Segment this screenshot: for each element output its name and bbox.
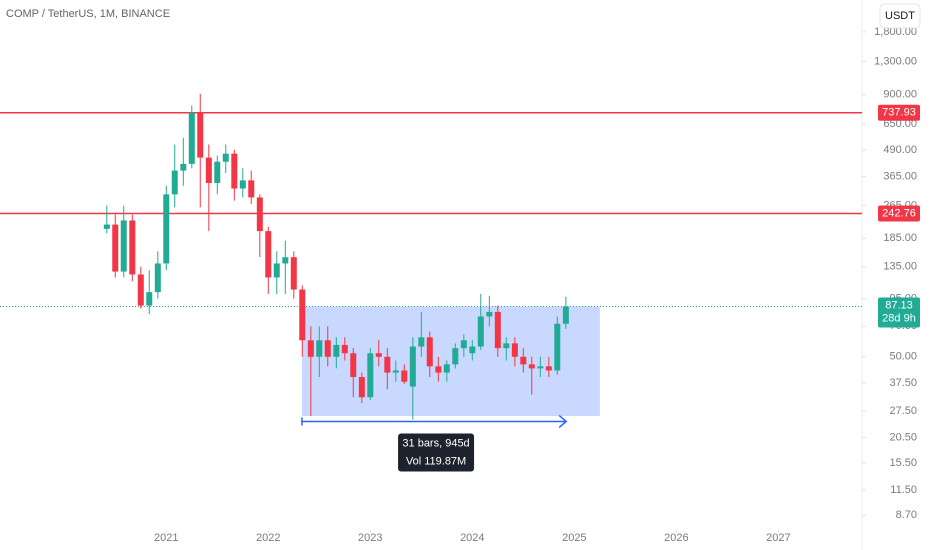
candle-body xyxy=(205,157,212,184)
measure-volume: Vol 119.87M xyxy=(406,455,466,467)
candle-body xyxy=(324,340,331,357)
y-tick-label: 135.00 xyxy=(883,261,917,273)
y-tick-label: 185.00 xyxy=(883,232,917,244)
candle-body xyxy=(316,340,323,357)
candle-body xyxy=(545,366,552,371)
x-tick-label: 2022 xyxy=(256,532,280,544)
candle-body xyxy=(214,161,221,184)
candle-body xyxy=(409,346,416,387)
measure-arrowhead xyxy=(558,414,568,429)
level-label: 737.93 xyxy=(882,107,916,119)
candle-body xyxy=(188,112,195,164)
candle-body xyxy=(120,220,127,272)
candle-body xyxy=(520,356,527,365)
candle-body xyxy=(146,292,153,306)
candle-body xyxy=(426,337,433,367)
y-tick-label: 11.50 xyxy=(890,484,917,496)
candle-body xyxy=(333,344,340,357)
candle-body xyxy=(256,197,263,232)
chart-title: COMP / TetherUS, 1M, BINANCE xyxy=(6,8,170,20)
candle-body xyxy=(222,153,229,162)
y-tick-label: 27.50 xyxy=(889,405,917,417)
x-tick-label: 2025 xyxy=(562,532,586,544)
x-tick-label: 2024 xyxy=(460,532,484,544)
y-tick-label: 900.00 xyxy=(883,89,917,101)
candle-body xyxy=(460,340,467,349)
candle-body xyxy=(350,353,357,378)
candle-body xyxy=(103,224,110,229)
currency-button[interactable] xyxy=(879,3,921,29)
y-tick-label: 15.50 xyxy=(889,457,917,469)
candle-body xyxy=(239,180,246,189)
level-label-box xyxy=(878,205,920,222)
y-tick-label: 1,800.00 xyxy=(874,26,917,38)
y-tick-label: 490.00 xyxy=(883,144,917,156)
y-tick-label: 365.00 xyxy=(883,170,917,182)
candle-body xyxy=(367,353,374,398)
x-tick-label: 2027 xyxy=(766,532,790,544)
y-tick-label: 1,300.00 xyxy=(874,55,917,67)
candle-body xyxy=(401,370,408,382)
y-tick-label: 20.50 xyxy=(889,432,917,444)
candle-body xyxy=(494,311,501,349)
candle-body xyxy=(171,170,178,195)
x-tick-label: 2021 xyxy=(154,532,178,544)
candle-body xyxy=(231,153,238,189)
candle-body xyxy=(477,316,484,347)
y-tick-label: 37.50 xyxy=(889,377,917,389)
candle-body xyxy=(443,364,450,373)
y-tick-label: 650.00 xyxy=(883,118,917,130)
candle-body xyxy=(384,356,391,373)
currency-label[interactable]: USDT xyxy=(885,10,915,22)
x-tick-label: 2026 xyxy=(664,532,688,544)
candle-body xyxy=(452,348,459,365)
candle-body xyxy=(341,344,348,354)
candle-body xyxy=(469,346,476,354)
candle-body xyxy=(129,220,136,275)
candle-body xyxy=(112,224,119,272)
level-label: 242.76 xyxy=(882,207,916,219)
last-price-label: 87.13 xyxy=(885,299,913,311)
level-label-box xyxy=(878,104,920,121)
candle-body xyxy=(154,263,161,293)
candle-body xyxy=(358,377,365,398)
main-layer xyxy=(0,93,862,420)
candle-body xyxy=(265,231,272,278)
candle-body xyxy=(163,194,170,264)
candle-body xyxy=(511,343,518,357)
candle-body xyxy=(418,337,425,347)
x-tick-label: 2023 xyxy=(358,532,382,544)
candle-body xyxy=(282,257,289,264)
candle-body xyxy=(554,323,561,371)
candle-body xyxy=(562,306,569,324)
last-price-box xyxy=(878,297,920,328)
candle-body xyxy=(290,257,297,290)
candle-body xyxy=(528,364,535,369)
y-tick-label: 50.00 xyxy=(889,351,917,363)
candle-body xyxy=(180,163,187,171)
candle-body xyxy=(307,340,314,357)
measure-box xyxy=(398,433,475,472)
candle-body xyxy=(537,366,544,369)
candle-body xyxy=(248,180,255,198)
candle-body xyxy=(435,366,442,373)
candle-body xyxy=(299,289,306,341)
candle-body xyxy=(503,343,510,349)
candle-body xyxy=(486,311,493,317)
candle-body xyxy=(137,274,144,306)
y-tick-label: 8.70 xyxy=(896,509,917,521)
candle-body xyxy=(273,263,280,278)
countdown-label: 28d 9h xyxy=(882,312,916,324)
candle-body xyxy=(392,370,399,373)
measure-bars: 31 bars, 945d xyxy=(402,437,469,449)
candle-body xyxy=(197,112,204,158)
candle-body xyxy=(375,353,382,357)
